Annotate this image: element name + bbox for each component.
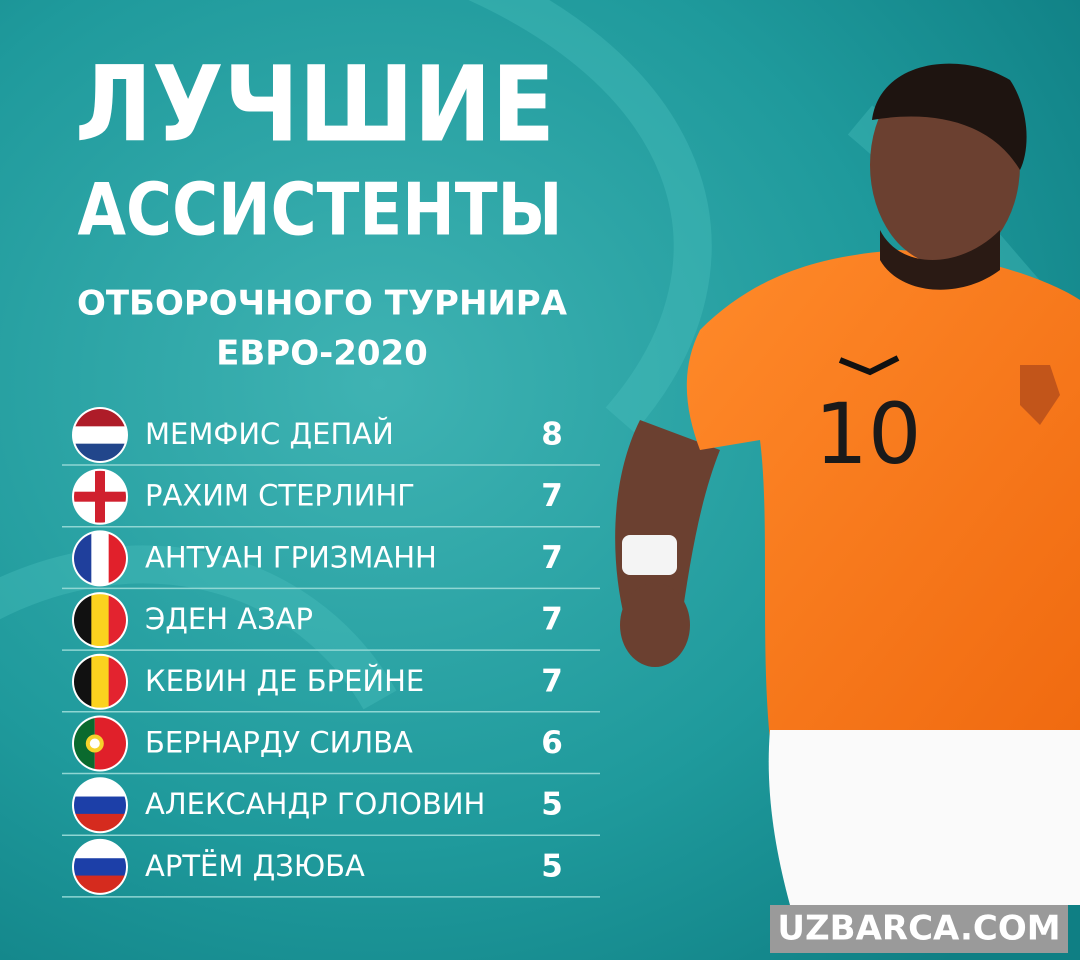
flag-part (74, 532, 92, 585)
table-row: БЕРНАРДУ СИЛВА 6 (62, 715, 600, 775)
player-photo: 10 (615, 63, 1080, 905)
table-row: АЛЕКСАНДР ГОЛОВИН 5 (62, 777, 600, 836)
flag (74, 779, 126, 832)
player-name: АНТУАН ГРИЗМАНН (145, 540, 437, 574)
table-row: АНТУАН ГРИЗМАНН 7 (62, 530, 600, 590)
flag-part (74, 875, 126, 893)
assist-count: 7 (541, 602, 563, 638)
flag-part (108, 594, 126, 647)
flag-part (74, 813, 126, 832)
flag-part (91, 532, 110, 585)
assist-count: 8 (541, 417, 563, 453)
flag-part (108, 655, 126, 708)
flag-part (74, 840, 126, 859)
flag (74, 717, 126, 770)
flag (74, 532, 126, 585)
flag-part (91, 594, 110, 647)
flag (74, 594, 126, 647)
assist-count: 6 (541, 725, 563, 761)
subtitle-line1: ОТБОРОЧНОГО ТУРНИРА (77, 284, 568, 324)
flag-part (108, 532, 126, 585)
table-row: МЕМФИС ДЕПАЙ 8 (62, 407, 600, 466)
watermark: UZBARCA.COM (777, 909, 1060, 949)
table-row: КЕВИН ДЕ БРЕЙНЕ 7 (62, 653, 600, 713)
assist-count: 5 (541, 848, 563, 884)
title-line1: ЛУЧШИЕ (75, 43, 555, 165)
subtitle-line2: ЕВРО-2020 (216, 334, 428, 374)
assist-count: 7 (541, 478, 563, 514)
player-name: КЕВИН ДЕ БРЕЙНЕ (145, 664, 424, 698)
assist-count: 5 (541, 787, 563, 823)
player-name: АРТЁМ ДЗЮБА (145, 849, 365, 883)
flag-part (91, 655, 110, 708)
flag-part (74, 655, 92, 708)
flag (74, 409, 126, 461)
player-name: МЕМФИС ДЕПАЙ (145, 417, 394, 451)
flag (74, 470, 126, 523)
flag-part (74, 409, 126, 427)
jersey-number: 10 (815, 385, 922, 483)
player-name: БЕРНАРДУ СИЛВА (145, 726, 413, 760)
flag-part (89, 738, 100, 749)
table-row: РАХИМ СТЕРЛИНГ 7 (62, 468, 600, 528)
flag-part (74, 443, 126, 461)
title-line2: АССИСТЕНТЫ (78, 168, 563, 252)
flag-part (74, 796, 126, 815)
table-row: ЭДЕН АЗАР 7 (62, 592, 600, 651)
assist-count: 7 (541, 663, 563, 699)
flag-part (74, 426, 126, 445)
flag-part (74, 717, 95, 770)
table-row: АРТЁМ ДЗЮБА 5 (62, 838, 600, 898)
player-name: АЛЕКСАНДР ГОЛОВИН (145, 787, 485, 821)
flag-part (74, 858, 126, 877)
flag-part (74, 779, 126, 798)
assist-count: 7 (541, 540, 563, 576)
player-name: РАХИМ СТЕРЛИНГ (145, 479, 415, 513)
flag-part (74, 594, 92, 647)
flag-part (74, 491, 126, 502)
flag (74, 655, 126, 708)
watermark-box (770, 905, 1068, 953)
flag (74, 840, 126, 893)
player-name: ЭДЕН АЗАР (145, 602, 313, 636)
